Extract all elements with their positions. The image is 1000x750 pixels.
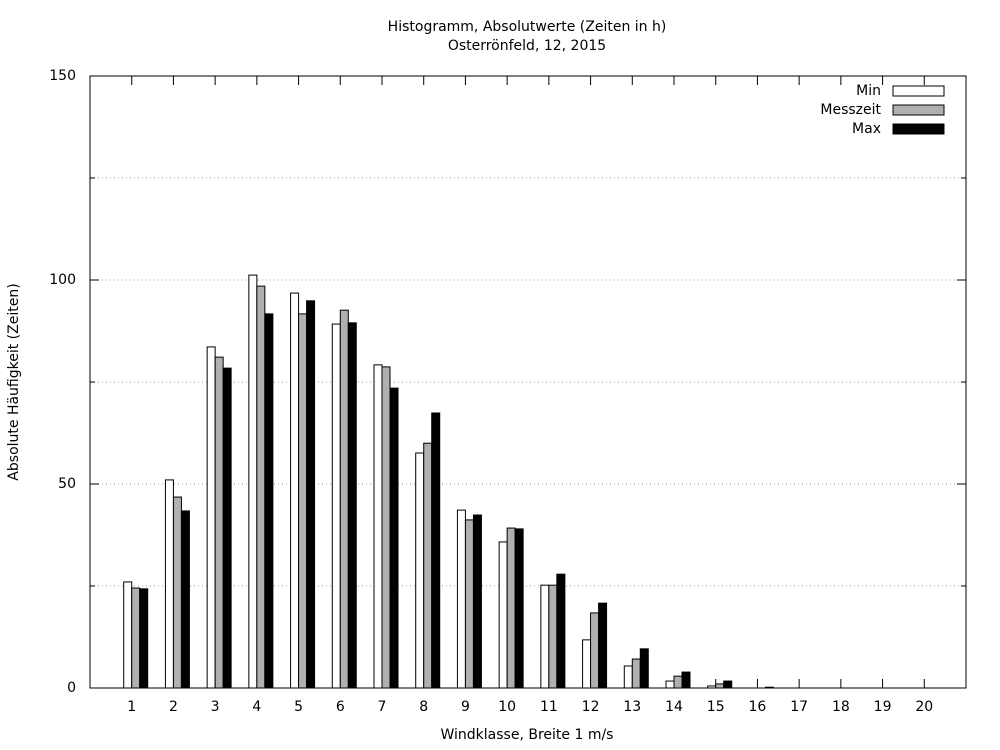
- bar: [431, 412, 441, 689]
- legend-swatch: [892, 104, 945, 116]
- bar: [339, 309, 349, 689]
- bar: [256, 285, 266, 689]
- plot-frame: [89, 75, 967, 689]
- x-tick-label: 6: [336, 699, 345, 715]
- x-tick-label: 7: [378, 699, 387, 715]
- bar: [639, 648, 649, 689]
- x-tick-label: 11: [540, 699, 558, 715]
- bar: [264, 313, 274, 689]
- bar: [180, 510, 190, 689]
- bar: [423, 442, 433, 689]
- bar: [415, 452, 425, 689]
- bar: [556, 573, 566, 689]
- y-axis-label: Absolute Häufigkeit (Zeiten): [6, 283, 22, 480]
- y-tick-label: 0: [67, 680, 76, 696]
- bar: [598, 602, 608, 689]
- bar: [123, 581, 133, 689]
- x-tick-label: 19: [874, 699, 892, 715]
- bar: [214, 356, 224, 689]
- bar: [298, 313, 308, 689]
- bar: [506, 527, 516, 689]
- bar: [248, 274, 258, 689]
- x-tick-label: 1: [127, 699, 136, 715]
- bar: [331, 323, 341, 689]
- bar: [715, 683, 725, 689]
- x-tick-label: 5: [294, 699, 303, 715]
- bar: [631, 658, 641, 689]
- x-tick-label: 8: [419, 699, 428, 715]
- bar: [381, 366, 391, 689]
- bar: [373, 364, 383, 689]
- bar: [590, 612, 600, 689]
- x-tick-label: 9: [461, 699, 470, 715]
- legend-label: Min: [856, 83, 881, 99]
- bar: [456, 509, 466, 689]
- bar: [290, 292, 300, 689]
- bar: [306, 300, 316, 689]
- y-tick-label: 100: [49, 272, 76, 288]
- bar: [681, 671, 691, 689]
- x-axis-label: Windklasse, Breite 1 m/s: [441, 727, 614, 743]
- bar: [723, 680, 733, 689]
- x-tick-label: 18: [832, 699, 850, 715]
- x-tick-label: 20: [915, 699, 933, 715]
- x-tick-label: 3: [211, 699, 220, 715]
- legend-label: Max: [852, 121, 881, 137]
- bar: [582, 639, 592, 689]
- bar: [347, 322, 357, 689]
- x-tick-label: 13: [623, 699, 641, 715]
- x-tick-label: 2: [169, 699, 178, 715]
- legend-label: Messzeit: [820, 102, 881, 118]
- legend-swatch: [892, 85, 945, 97]
- bar: [131, 587, 141, 689]
- x-tick-label: 12: [582, 699, 600, 715]
- bar: [389, 387, 399, 689]
- chart-title: Histogramm, Absolutwerte (Zeiten in h): [388, 19, 667, 35]
- bar: [514, 528, 524, 689]
- bar: [206, 346, 216, 689]
- x-tick-label: 10: [498, 699, 516, 715]
- bar: [623, 665, 633, 689]
- bar: [472, 514, 482, 689]
- y-tick-label: 50: [58, 476, 76, 492]
- bar: [665, 680, 675, 689]
- chart-subtitle: Osterrönfeld, 12, 2015: [448, 38, 606, 54]
- bar: [498, 541, 508, 689]
- x-tick-label: 15: [707, 699, 725, 715]
- legend-swatch: [892, 123, 945, 135]
- bar: [222, 367, 232, 689]
- x-tick-label: 14: [665, 699, 683, 715]
- x-tick-label: 4: [252, 699, 261, 715]
- bar: [164, 479, 174, 689]
- y-tick-label: 150: [49, 68, 76, 84]
- bar: [673, 675, 683, 689]
- bar: [540, 584, 550, 689]
- x-tick-label: 17: [790, 699, 808, 715]
- bar: [464, 519, 474, 689]
- bar: [548, 584, 558, 689]
- bar: [172, 496, 182, 689]
- bar: [139, 588, 149, 689]
- x-tick-label: 16: [749, 699, 767, 715]
